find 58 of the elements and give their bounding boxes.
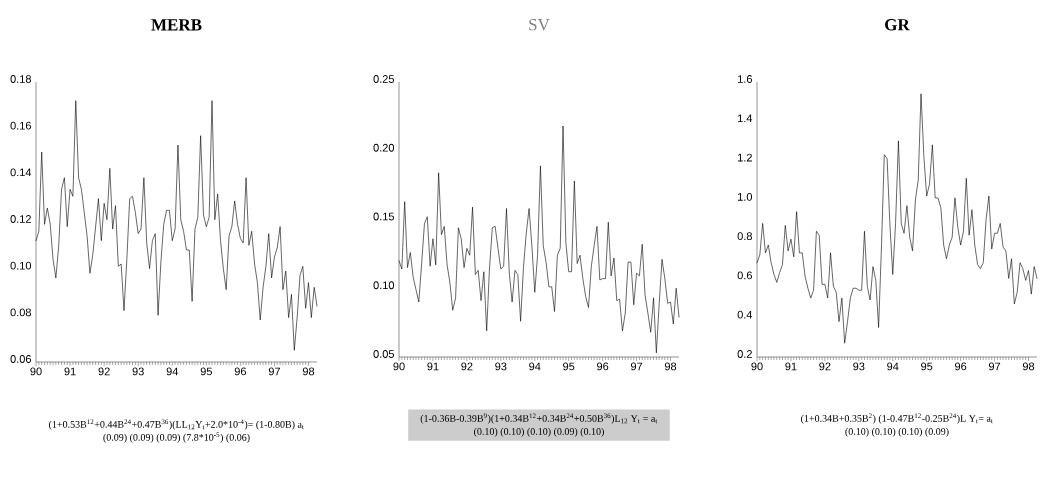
y-tick-label: 0.6 [737, 271, 752, 280]
x-tick-label: 95 [563, 362, 575, 371]
y-tick-label: 0.16 [10, 121, 31, 130]
y-tick-label: 0.05 [373, 350, 394, 358]
text: (1-0.36B-0.39B$^{9}$)(1+0.34B$^{12}$+0.34B$^{24}$+0.50B$^{36}$)L$_{12}$ Y$_{t}$ = a$_{t}$ [420, 413, 658, 424]
x-tick-label: 96 [234, 367, 246, 376]
x-tick-label: 98 [664, 362, 677, 371]
line-series [398, 125, 680, 354]
x-tick-label: 93 [495, 362, 507, 371]
text: (0.09) (0.09) (0.09) (7.8*10$^{-5}$) (0.06) [103, 432, 250, 443]
x-tick-label: 96 [597, 362, 609, 371]
y-tick-label: 0.14 [10, 168, 32, 177]
x-tick-label: 91 [64, 367, 76, 376]
x-tick-label: 94 [529, 362, 541, 371]
x-tick-label: 93 [132, 367, 144, 376]
y-tick-label: 0.18 [10, 75, 31, 83]
y-tick-label: 1.4 [738, 114, 753, 123]
x-tick-label: 97 [988, 362, 1001, 371]
x-tick-label: 91 [427, 362, 439, 371]
x-tick-label: 90 [751, 362, 763, 371]
y-tick-label: 0.20 [373, 143, 395, 152]
x-tick-label: 94 [166, 367, 179, 376]
y-tick-label: 0.2 [737, 350, 752, 358]
x-tick-label: 97 [630, 362, 643, 371]
line-series [756, 93, 1038, 344]
y-tick-label: 1.0 [738, 192, 753, 201]
x-tick-label: 92 [98, 367, 110, 376]
y-tick-label: 0.08 [10, 308, 31, 317]
x-tick-label: 95 [200, 367, 212, 376]
text: (0.10) (0.10) (0.10) (0.09) [845, 427, 949, 437]
y-tick-label: 0.15 [373, 212, 394, 221]
y-tick-label: 0.25 [373, 75, 394, 83]
y-tick-label: 0.12 [10, 215, 31, 223]
x-tick-label: 96 [955, 362, 967, 371]
y-tick-label: 0.4 [737, 310, 753, 319]
x-tick-label: 92 [819, 362, 831, 371]
text: (1+0.34B+0.35B$^{2}$) (1-0.47B$^{12}$-0.25B$^{24}$)L Y$_{t}$= a$_{t}$ [801, 413, 993, 424]
x-tick-label: 94 [887, 362, 899, 371]
x-tick-label: 90 [30, 367, 42, 376]
chart-title: GR [885, 19, 910, 31]
y-tick-label: 0.10 [10, 261, 32, 270]
chart-title: SV [529, 18, 550, 31]
x-tick-label: 98 [302, 367, 315, 376]
chart-title: MERB [151, 19, 202, 31]
x-tick-label: 93 [853, 362, 865, 371]
x-tick-label: 90 [393, 362, 405, 371]
x-tick-label: 92 [461, 362, 473, 371]
text: (0.10) (0.10) (0.10) (0.09) (0.10) [474, 427, 604, 437]
x-tick-label: 97 [268, 367, 280, 376]
y-tick-label: 1.6 [738, 75, 752, 83]
text: (1+0.53B$^{12}$+0.44B$^{24}$+0.47B$^{36}$)(LL$_{12}$Y$_{t}$+2.0*10$^{-4}$)= (1-0.80B) a$_{t}$ [49, 419, 304, 430]
y-tick-label: 0.10 [373, 281, 395, 290]
y-tick-label: 0.8 [737, 232, 752, 241]
x-tick-label: 98 [1022, 362, 1035, 371]
x-tick-label: 95 [921, 362, 933, 371]
y-tick-label: 1.2 [738, 153, 752, 162]
y-tick-label: 0.06 [10, 355, 31, 363]
x-tick-label: 91 [785, 362, 797, 371]
